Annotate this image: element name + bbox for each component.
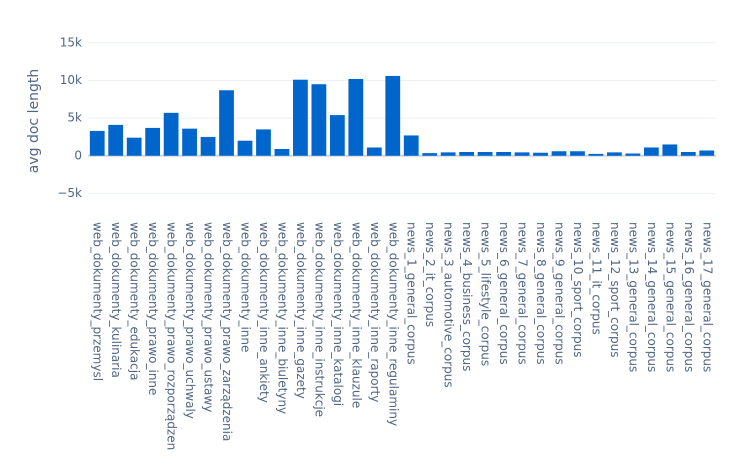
y-tick-label: 15k <box>60 35 82 49</box>
x-tick-label: web_dokumenty_inne_gazety <box>294 222 308 399</box>
x-tick-label: web_dokumenty_kulinaria <box>109 222 123 378</box>
bar <box>496 152 511 156</box>
x-tick-label: news_17_general_corpus <box>700 222 714 372</box>
x-tick-label: news_14_general_corpus <box>645 222 659 372</box>
bar <box>293 79 308 156</box>
bar <box>366 147 382 156</box>
bar <box>145 127 161 156</box>
x-tick-label: web_dokumenty_prawo_rozporządzen <box>165 222 179 450</box>
x-tick-label: web_dokumenty_inne <box>239 222 253 352</box>
bar <box>219 90 234 156</box>
x-tick-label: news_13_general_corpus <box>626 222 640 372</box>
bar <box>403 135 419 156</box>
y-axis-title: avg doc length <box>26 69 42 173</box>
bar <box>477 152 493 156</box>
y-tick-label: −5k <box>57 186 82 200</box>
x-tick-label: web_dokumenty_przemysl <box>91 222 105 381</box>
x-tick-label: news_7_general_corpus <box>516 222 530 365</box>
x-tick-label: web_dokumenty_prawo_uchwaly <box>183 222 197 419</box>
bar <box>662 144 678 156</box>
bar <box>588 153 604 156</box>
bar <box>607 152 622 156</box>
x-tick-label: web_dokumenty_edukacja <box>128 222 142 380</box>
x-tick-label: news_11_it_corpus <box>589 222 603 335</box>
bar <box>699 150 715 156</box>
bar <box>348 78 364 156</box>
bar <box>237 140 253 156</box>
bar <box>200 136 216 156</box>
bar <box>551 151 567 156</box>
y-tick-label: 10k <box>60 73 82 87</box>
bar <box>108 124 124 156</box>
x-tick-label: web_dokumenty_inne_regulaminy <box>386 222 400 426</box>
bar <box>514 152 530 156</box>
bar <box>126 137 142 156</box>
x-tick-label: web_dokumenty_prawo_zarządzenia <box>220 222 234 441</box>
bar <box>440 152 456 156</box>
x-tick-label: web_dokumenty_inne_katalogi <box>331 222 345 406</box>
x-tick-label: news_15_general_corpus <box>663 222 677 372</box>
bar <box>256 129 271 156</box>
bar <box>422 153 438 156</box>
x-tick-label: news_2_it_corpus <box>423 222 437 327</box>
bar <box>459 152 475 156</box>
bar <box>274 148 290 156</box>
x-tick-label: news_10_sport_corpus <box>571 222 585 358</box>
x-tick-label: news_4_business_corpus <box>460 222 474 371</box>
bar <box>311 84 327 156</box>
x-tick-label: news_16_general_corpus <box>682 222 696 372</box>
bar <box>625 153 641 156</box>
x-tick-label: web_dokumenty_inne_instrukcje <box>312 222 326 417</box>
bar <box>182 128 197 156</box>
x-tick-label: web_dokumenty_inne_raporty <box>368 222 382 402</box>
bar <box>643 147 659 156</box>
x-tick-label: news_5_lifestyle_corpus <box>479 222 493 366</box>
x-tick-label: news_3_automotive_corpus <box>442 222 456 388</box>
bar <box>533 152 548 156</box>
bar <box>163 112 179 156</box>
bar <box>89 130 105 156</box>
bar <box>570 151 585 156</box>
x-tick-label: news_12_sport_corpus <box>608 222 622 358</box>
x-tick-label: news_1_general_corpus <box>405 222 419 365</box>
x-tick-label: web_dokumenty_prawo_ustawy <box>202 222 216 412</box>
bar <box>680 152 696 156</box>
y-tick-label: 0 <box>74 148 82 162</box>
x-tick-label: news_6_general_corpus <box>497 222 511 365</box>
bar <box>385 75 401 156</box>
x-tick-label: news_8_general_corpus <box>534 222 548 365</box>
x-tick-label: web_dokumenty_prawo_inne <box>146 222 160 395</box>
x-tick-label: news_9_general_corpus <box>553 222 567 365</box>
x-tick-label: web_dokumenty_inne_ankiety <box>257 222 271 403</box>
x-tick-label: web_dokumenty_inne_klauzule <box>349 222 363 408</box>
y-tick-label: 5k <box>67 111 82 125</box>
x-tick-label: web_dokumenty_inne_biuletyny <box>275 222 289 414</box>
bar <box>329 115 345 156</box>
